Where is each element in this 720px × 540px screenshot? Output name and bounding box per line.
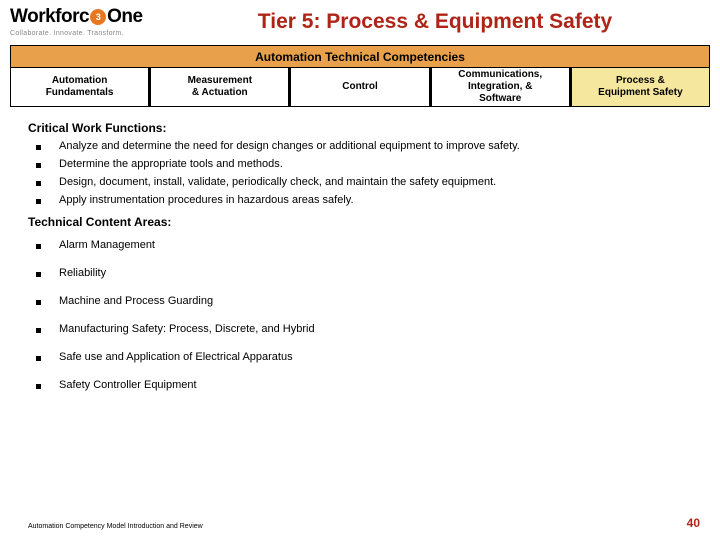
bullet-icon xyxy=(36,244,41,249)
banner-title: Automation Technical Competencies xyxy=(255,50,465,64)
logo-pre: Workforc xyxy=(10,6,89,28)
tca-item-text: Alarm Management xyxy=(59,239,155,251)
tca-item-text: Reliability xyxy=(59,267,106,279)
banner-col-4: Process &Equipment Safety xyxy=(572,68,709,106)
footer: Automation Competency Model Introduction… xyxy=(28,516,700,530)
tca-item: Safety Controller Equipment xyxy=(28,371,692,399)
tca-item: Manufacturing Safety: Process, Discrete,… xyxy=(28,315,692,343)
cwf-item-text: Apply instrumentation procedures in haza… xyxy=(59,194,354,206)
banner-col-2: Control xyxy=(291,68,431,106)
tca-item-text: Machine and Process Guarding xyxy=(59,295,213,307)
cwf-item: Analyze and determine the need for desig… xyxy=(28,137,692,155)
bullet-icon xyxy=(36,300,41,305)
tca-item-text: Safety Controller Equipment xyxy=(59,379,197,391)
cwf-item: Determine the appropriate tools and meth… xyxy=(28,155,692,173)
logo-badge-icon xyxy=(90,9,106,25)
bullet-icon xyxy=(36,199,41,204)
footer-text: Automation Competency Model Introduction… xyxy=(28,523,203,530)
cwf-item: Design, document, install, validate, per… xyxy=(28,173,692,191)
cwf-list: Analyze and determine the need for desig… xyxy=(28,137,692,209)
bullet-icon xyxy=(36,272,41,277)
logo-text: Workforc One xyxy=(10,6,160,28)
bullet-icon xyxy=(36,181,41,186)
bullet-icon xyxy=(36,328,41,333)
logo-post: One xyxy=(107,6,142,28)
slide-header: Workforc One Collaborate. Innovate. Tran… xyxy=(0,0,720,41)
bullet-icon xyxy=(36,384,41,389)
cwf-item-text: Analyze and determine the need for desig… xyxy=(59,140,520,152)
tca-item-text: Manufacturing Safety: Process, Discrete,… xyxy=(59,323,315,335)
cwf-heading: Critical Work Functions: xyxy=(28,121,692,135)
page-number: 40 xyxy=(687,516,700,530)
tca-list: Alarm Management Reliability Machine and P… xyxy=(28,231,692,399)
banner-columns: AutomationFundamentalsMeasurement& Actua… xyxy=(11,68,709,106)
competencies-banner: Automation Technical Competencies Automa… xyxy=(10,45,710,107)
tca-item: Reliability xyxy=(28,259,692,287)
tca-item: Machine and Process Guarding xyxy=(28,287,692,315)
tca-item-text: Safe use and Application of Electrical A… xyxy=(59,351,293,363)
tca-item: Safe use and Application of Electrical A… xyxy=(28,343,692,371)
banner-col-1: Measurement& Actuation xyxy=(151,68,291,106)
banner-title-row: Automation Technical Competencies xyxy=(11,46,709,68)
banner-col-3: Communications,Integration, &Software xyxy=(432,68,572,106)
tca-item: Alarm Management xyxy=(28,231,692,259)
bullet-icon xyxy=(36,163,41,168)
tca-heading: Technical Content Areas: xyxy=(28,215,692,229)
content-area: Critical Work Functions: Analyze and det… xyxy=(0,107,720,399)
cwf-item: Apply instrumentation procedures in haza… xyxy=(28,191,692,209)
cwf-item-text: Design, document, install, validate, per… xyxy=(59,176,496,188)
banner-col-0: AutomationFundamentals xyxy=(11,68,151,106)
slide-title: Tier 5: Process & Equipment Safety xyxy=(160,6,710,34)
logo-tagline: Collaborate. Innovate. Transform. xyxy=(10,30,160,37)
bullet-icon xyxy=(36,145,41,150)
logo: Workforc One Collaborate. Innovate. Tran… xyxy=(10,6,160,37)
bullet-icon xyxy=(36,356,41,361)
cwf-item-text: Determine the appropriate tools and meth… xyxy=(59,158,283,170)
